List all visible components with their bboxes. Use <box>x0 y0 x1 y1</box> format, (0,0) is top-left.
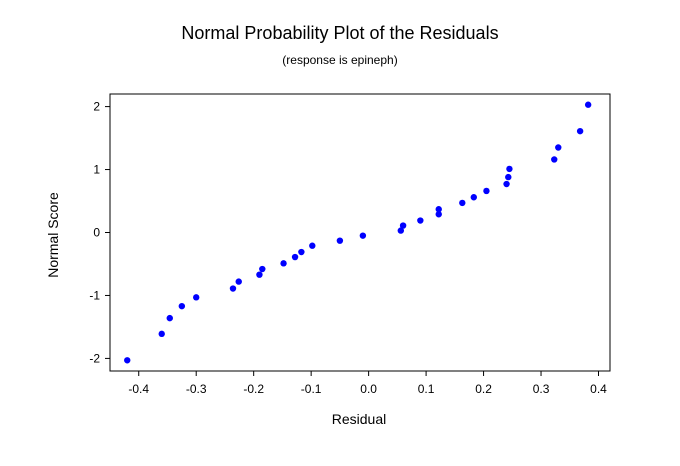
x-axis: -0.4 -0.3 -0.2 -0.1 0.0 0.1 0.2 0.3 0.4 <box>128 371 607 396</box>
data-point <box>417 217 424 224</box>
data-point <box>435 206 442 213</box>
y-tick-label: 0 <box>93 226 100 240</box>
x-axis-label: Residual <box>332 411 386 427</box>
data-point <box>470 194 477 201</box>
data-point <box>555 144 562 151</box>
data-point <box>280 260 287 267</box>
data-point <box>336 237 344 244</box>
x-tick-label: 0.3 <box>533 382 550 396</box>
y-tick-label: -1 <box>89 288 100 302</box>
data-point <box>291 253 299 261</box>
data-point <box>259 265 266 273</box>
x-tick-label: 0.1 <box>418 382 435 396</box>
data-point <box>309 242 316 249</box>
data-point <box>158 330 165 338</box>
x-tick-label: -0.3 <box>186 382 207 396</box>
data-point <box>459 199 466 207</box>
x-tick-label: 0.4 <box>590 382 607 396</box>
data-point <box>298 248 305 256</box>
data-point <box>178 302 186 310</box>
x-tick-label: -0.2 <box>243 382 264 396</box>
data-point <box>584 101 592 108</box>
x-tick-label: 0.2 <box>475 382 492 396</box>
data-point <box>124 357 131 364</box>
data-point <box>235 278 242 285</box>
y-tick-label: 2 <box>93 100 100 114</box>
data-point <box>483 187 490 195</box>
y-axis: -2 -1 0 1 2 <box>89 100 110 365</box>
data-point <box>399 222 407 229</box>
data-point <box>193 294 200 301</box>
y-tick-label: -2 <box>89 351 100 365</box>
chart-title: Normal Probability Plot of the Residuals <box>181 23 498 43</box>
x-tick-label: 0.0 <box>360 382 377 396</box>
data-point <box>506 165 513 173</box>
data-point <box>503 180 510 188</box>
x-tick-label: -0.1 <box>301 382 322 396</box>
chart-subtitle: (response is epineph) <box>282 53 397 67</box>
data-point <box>229 285 237 292</box>
data-point <box>435 211 442 218</box>
data-point <box>359 232 367 239</box>
data-point <box>256 271 263 278</box>
x-tick-label: -0.4 <box>128 382 149 396</box>
y-tick-label: 1 <box>93 163 100 177</box>
data-point <box>166 314 173 322</box>
y-axis-label: Normal Score <box>45 192 61 278</box>
data-point <box>551 156 558 163</box>
data-point <box>397 227 405 234</box>
data-points <box>124 101 592 364</box>
data-point <box>576 127 584 135</box>
plot-frame <box>109 93 611 372</box>
data-point <box>505 173 512 181</box>
